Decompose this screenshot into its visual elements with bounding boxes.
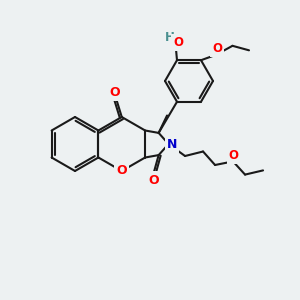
Text: O: O	[173, 36, 184, 49]
Text: H: H	[165, 31, 175, 44]
Text: O: O	[110, 85, 121, 99]
Text: N: N	[167, 137, 177, 151]
Text: O: O	[148, 173, 159, 187]
Text: O: O	[212, 42, 222, 55]
Text: O: O	[116, 164, 127, 178]
Text: O: O	[229, 149, 238, 162]
